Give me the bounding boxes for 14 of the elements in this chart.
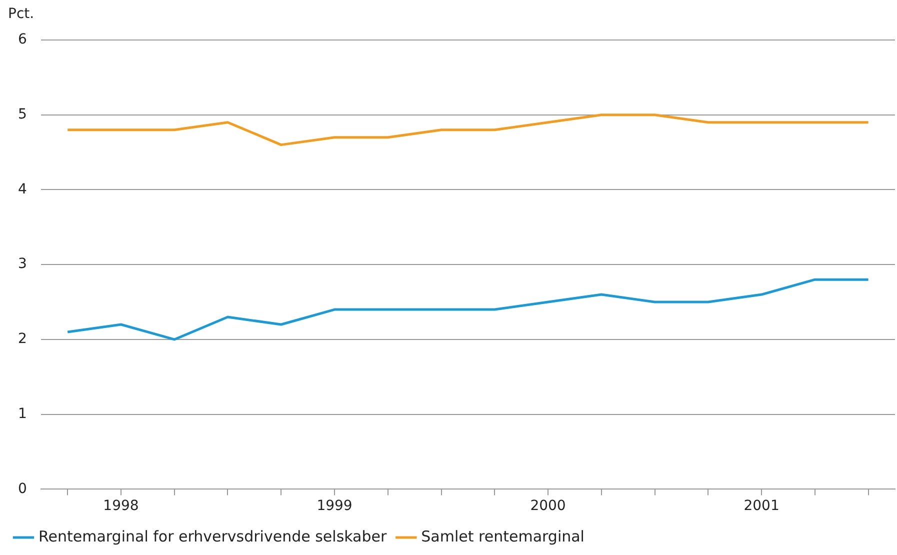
legend-label: Rentemarginal for erhvervsdrivende selskaber [38,527,388,546]
x-tick-label: 1999 [316,498,352,514]
y-tick-label: 3 [18,256,27,272]
x-tick-label: 1998 [103,498,139,514]
y-tick-label: 2 [18,331,27,348]
x-tick-label: 2001 [744,498,780,514]
x-tick-label: 2000 [530,498,566,514]
y-tick-label: 5 [18,106,27,123]
y-tick-label: 1 [18,406,27,422]
y-tick-label: 0 [18,480,27,497]
y-tick-label: 6 [18,32,27,48]
y-tick-label: 4 [18,181,27,198]
y-axis-title: Pct. [8,6,34,22]
legend-label: Samlet rentemarginal [421,527,584,546]
